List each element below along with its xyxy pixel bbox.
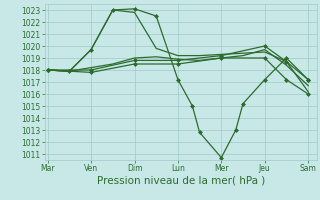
X-axis label: Pression niveau de la mer( hPa ): Pression niveau de la mer( hPa ) <box>97 176 265 186</box>
